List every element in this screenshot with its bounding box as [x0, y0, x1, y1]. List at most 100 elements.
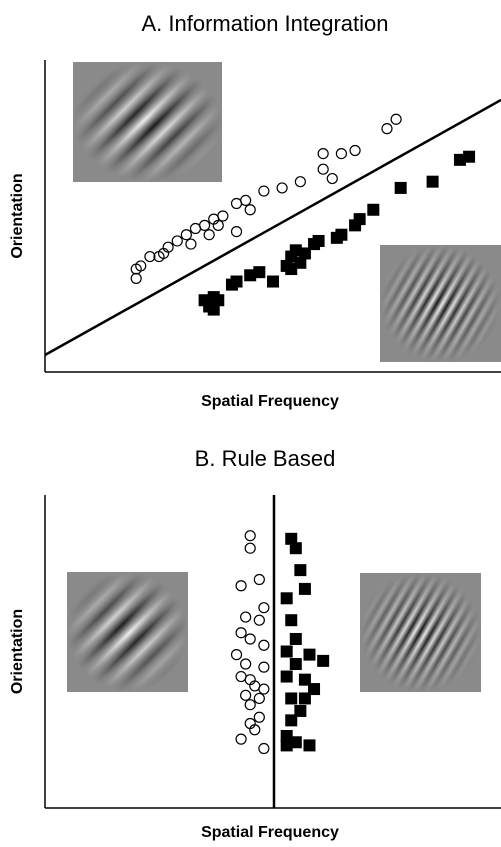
point: [258, 661, 270, 673]
point: [280, 670, 293, 683]
point: [349, 144, 361, 157]
point: [317, 654, 330, 667]
point: [212, 294, 225, 307]
point: [394, 181, 407, 194]
point: [253, 711, 265, 723]
point: [463, 150, 476, 163]
point: [244, 269, 257, 282]
point: [230, 226, 243, 238]
y-axis-label: Orientation: [9, 173, 26, 258]
point: [298, 247, 311, 260]
point: [267, 275, 279, 288]
point: [207, 303, 220, 316]
point: [244, 530, 256, 542]
point: [280, 739, 293, 752]
point: [317, 148, 329, 160]
point: [289, 244, 302, 257]
point: [144, 250, 156, 263]
point: [289, 542, 302, 555]
decision-boundary: [44, 98, 501, 357]
point: [235, 580, 247, 592]
point: [258, 742, 270, 755]
point: [298, 582, 311, 595]
chart-title: A. Information Integration: [141, 11, 388, 36]
point: [303, 739, 316, 752]
point: [285, 263, 298, 276]
point: [185, 238, 197, 250]
x-axis-label: Spatial Frequency: [201, 393, 339, 410]
point: [294, 564, 307, 577]
point: [335, 228, 348, 241]
point: [335, 148, 347, 160]
point: [199, 219, 211, 231]
point: [285, 714, 298, 727]
point: [294, 256, 307, 269]
point: [326, 172, 338, 185]
point: [317, 163, 329, 175]
point: [381, 123, 393, 135]
point: [235, 670, 247, 683]
point: [258, 639, 270, 651]
point: [289, 736, 302, 749]
point: [276, 182, 288, 194]
point: [189, 222, 202, 235]
x-axis-label: Spatial Frequency: [201, 824, 339, 841]
point: [258, 185, 270, 197]
point: [294, 704, 307, 717]
point: [235, 627, 247, 639]
point: [426, 175, 439, 188]
point: [171, 235, 183, 247]
point: [289, 632, 302, 645]
point: [258, 683, 270, 695]
point: [253, 266, 266, 279]
point: [230, 197, 243, 210]
point: [240, 658, 252, 670]
point: [230, 275, 243, 288]
point: [217, 210, 229, 222]
point: [253, 614, 265, 626]
point: [285, 614, 298, 627]
point: [253, 573, 265, 586]
point: [258, 602, 270, 614]
point: [298, 673, 311, 686]
point: [312, 234, 325, 247]
gabor-patch: [380, 245, 501, 362]
point: [212, 219, 224, 231]
point: [289, 658, 302, 671]
point: [249, 724, 261, 736]
point: [280, 645, 293, 658]
point: [244, 204, 256, 216]
point: [285, 532, 298, 545]
point: [244, 633, 256, 645]
point: [294, 176, 306, 188]
point: [244, 542, 256, 554]
point: [303, 648, 316, 661]
point: [240, 194, 252, 206]
point: [253, 692, 265, 705]
point: [453, 153, 466, 166]
point: [235, 733, 247, 745]
chart-title: B. Rule Based: [195, 446, 336, 471]
point: [130, 272, 142, 284]
point: [298, 692, 311, 705]
point: [230, 649, 243, 661]
point: [240, 689, 252, 701]
gabor-patch: [360, 573, 481, 692]
point: [280, 730, 293, 743]
point: [240, 611, 252, 623]
point: [162, 241, 174, 253]
point: [367, 203, 380, 216]
gabor-patch: [67, 572, 188, 692]
point: [203, 229, 215, 241]
y-axis-label: Orientation: [9, 609, 26, 694]
point: [390, 113, 402, 125]
point: [308, 683, 321, 696]
point: [244, 674, 256, 686]
point: [285, 692, 298, 705]
gabor-patch: [73, 62, 222, 182]
point: [244, 699, 256, 711]
point: [180, 229, 192, 241]
point: [353, 213, 366, 226]
